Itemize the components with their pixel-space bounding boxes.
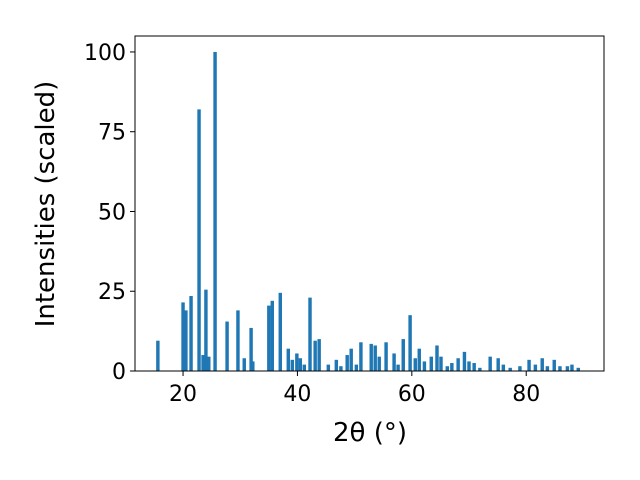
bar xyxy=(558,366,562,371)
bar xyxy=(439,356,443,371)
bar xyxy=(295,353,299,371)
bar xyxy=(278,292,282,371)
bar xyxy=(552,359,556,371)
bar xyxy=(478,367,482,371)
bar xyxy=(270,300,274,371)
bar xyxy=(518,366,522,371)
y-tick-label: 25 xyxy=(98,280,126,305)
bar xyxy=(527,359,531,371)
bar xyxy=(225,321,229,371)
bar xyxy=(422,361,427,371)
bar xyxy=(413,358,417,371)
bar xyxy=(408,315,412,371)
bar xyxy=(445,366,450,371)
plot-area xyxy=(156,51,580,371)
bar xyxy=(317,339,321,371)
bar xyxy=(204,289,208,371)
bar xyxy=(488,356,492,371)
bar xyxy=(565,366,570,371)
bar xyxy=(345,355,349,371)
bar xyxy=(576,367,580,371)
bar xyxy=(377,356,381,371)
bar xyxy=(373,345,377,371)
bar xyxy=(496,358,500,371)
bar xyxy=(401,339,405,371)
bar xyxy=(435,345,439,371)
y-tick-label: 50 xyxy=(98,200,126,225)
bar xyxy=(197,109,201,371)
bar xyxy=(369,343,373,371)
bar xyxy=(298,358,303,371)
bar xyxy=(545,366,550,371)
bar xyxy=(201,355,205,371)
bar xyxy=(396,364,400,371)
bar xyxy=(302,364,307,371)
bar xyxy=(290,359,295,371)
bar xyxy=(207,356,211,371)
bar xyxy=(308,297,312,371)
bar xyxy=(384,342,388,371)
bar xyxy=(184,310,188,371)
bar xyxy=(456,358,460,371)
bar xyxy=(359,342,363,371)
bar xyxy=(450,363,454,371)
bar xyxy=(508,367,512,371)
x-tick-label: 60 xyxy=(398,382,426,407)
axes-frame xyxy=(134,35,605,372)
y-tick-label: 0 xyxy=(112,360,126,385)
bar xyxy=(213,51,217,371)
bar xyxy=(189,296,193,371)
bar xyxy=(462,351,467,371)
bar xyxy=(339,366,343,371)
bar xyxy=(533,364,538,371)
bar xyxy=(267,305,271,371)
x-tick-label: 20 xyxy=(169,382,197,407)
bar xyxy=(392,353,396,371)
bar xyxy=(156,340,160,371)
bar xyxy=(429,356,433,371)
bar xyxy=(181,302,185,371)
x-tick-label: 40 xyxy=(283,382,311,407)
bar xyxy=(349,348,353,371)
bar xyxy=(242,358,246,371)
y-tick-label: 100 xyxy=(84,41,126,66)
bar xyxy=(249,327,253,371)
bar xyxy=(570,364,574,371)
y-axis-label: Intensities (scaled) xyxy=(31,81,61,328)
bar xyxy=(354,364,359,371)
bar xyxy=(286,348,290,371)
bar xyxy=(326,364,331,371)
bar xyxy=(540,358,544,371)
bar xyxy=(472,363,476,371)
bar xyxy=(313,340,317,371)
bar xyxy=(236,310,240,371)
y-tick-label: 75 xyxy=(98,121,126,146)
bar xyxy=(334,359,339,371)
x-axis-label: 2θ (°) xyxy=(333,418,407,448)
bar xyxy=(251,361,255,371)
bar xyxy=(501,364,506,371)
x-tick-label: 80 xyxy=(512,382,540,407)
bar xyxy=(467,361,471,371)
bar xyxy=(417,348,421,371)
